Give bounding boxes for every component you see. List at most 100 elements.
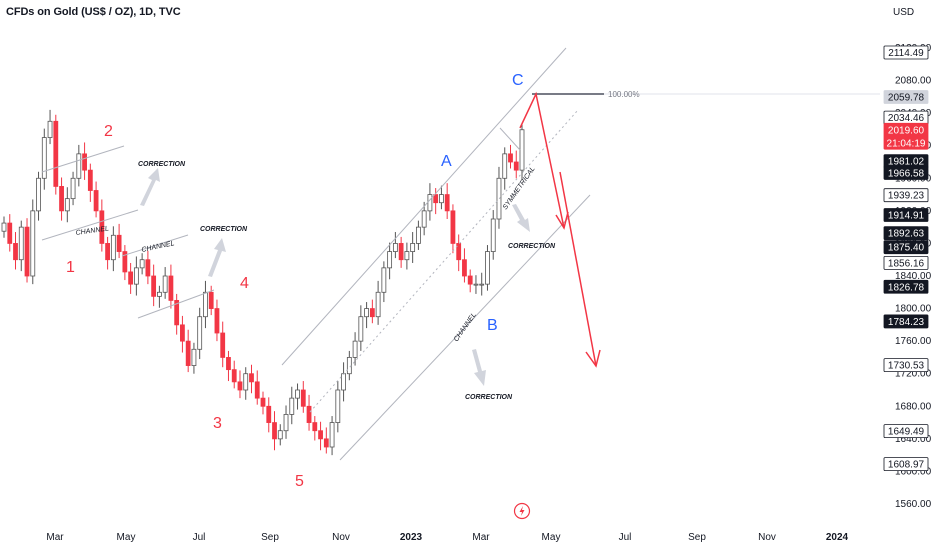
price-tag (883, 166, 929, 180)
price-tag (883, 208, 929, 222)
candle-body (335, 389, 341, 423)
y-tick-label: 1600.00 (895, 466, 932, 477)
candle-body (151, 275, 157, 297)
candle-body (404, 251, 410, 261)
candle-body (24, 226, 30, 277)
candle-body (30, 210, 36, 277)
candle-body (174, 300, 180, 326)
candle-body (133, 267, 139, 285)
correction-arrow (208, 238, 226, 277)
candle-body (249, 373, 254, 383)
candle-body (99, 210, 105, 244)
wave-label-4: 4 (240, 275, 249, 292)
y-tick-label: 2080.00 (895, 76, 932, 87)
wave-label-2: 2 (104, 123, 113, 140)
candle-body (421, 210, 427, 228)
candle-body (410, 243, 416, 252)
price-tag (883, 90, 929, 104)
candle-body (36, 177, 41, 212)
correction-arrow (512, 204, 530, 232)
channel-note-3: CHANNEL (453, 312, 478, 344)
candle-body (59, 186, 64, 212)
candle-body (479, 283, 485, 286)
price-tag (883, 188, 929, 203)
candle-body (76, 153, 82, 179)
price-tag-label: 1730.53 (888, 361, 925, 372)
candle-body (272, 422, 277, 440)
candle-body (490, 218, 496, 252)
candle-body (7, 222, 13, 244)
candle-body (53, 120, 59, 187)
abc-label-c: C (512, 72, 524, 89)
candle-body (214, 308, 220, 334)
channel-line (137, 289, 215, 319)
candle-body (226, 357, 231, 371)
correction-arrow (140, 168, 160, 206)
correction-note-2: CORRECTION (200, 226, 248, 233)
candle-body (64, 198, 70, 212)
currency-label: USD (893, 7, 915, 18)
x-tick-label: Nov (332, 532, 350, 543)
candle-body (358, 316, 364, 342)
candle-body (260, 397, 266, 407)
candle-body (70, 177, 76, 200)
abc-label-a: A (441, 153, 452, 170)
annotation-labels: 1 2 3 4 5 A B C CHANNEL CHANNEL CORRECTI… (66, 72, 556, 490)
x-tick-label: May (542, 532, 561, 543)
price-tag-label: 1649.49 (888, 427, 925, 438)
red-long-arrow (559, 171, 597, 367)
drawings: 100.00% (41, 47, 880, 461)
candle-body (41, 137, 47, 179)
candle-body (346, 357, 352, 375)
y-tick-label: 1760.00 (895, 336, 932, 347)
chart-title: CFDs on Gold (US$ / OZ), 1D, TVC (6, 6, 181, 18)
correction-arrow (472, 349, 486, 386)
price-tag-label: 1939.23 (888, 191, 925, 202)
symmetrical-line (499, 127, 521, 151)
channel-line (281, 47, 567, 366)
x-tick-label: 2024 (826, 532, 849, 543)
price-tag (883, 226, 929, 241)
candle-body (439, 194, 444, 204)
channel-line (41, 209, 139, 241)
price-tag-label: 1784.23 (888, 317, 925, 328)
abc-label-b: B (487, 317, 498, 334)
price-tag-label: 2059.78 (888, 93, 925, 104)
price-tag-label: 1875.40 (888, 243, 925, 254)
x-tick-label: Mar (46, 532, 64, 543)
candle-body (208, 291, 214, 309)
price-tag (883, 255, 929, 270)
candle-body (1, 222, 7, 232)
price-tag-label: 2019.60 (888, 125, 925, 136)
price-tag (883, 314, 929, 329)
candle-body (237, 381, 243, 391)
candle-body (105, 243, 110, 261)
candle-body (185, 340, 191, 366)
candle-body (398, 243, 404, 261)
channel-line (339, 194, 591, 461)
x-tick-label: Mar (472, 532, 490, 543)
wave-label-5: 5 (295, 473, 304, 490)
candle-body (306, 405, 312, 423)
candle-body (197, 316, 203, 350)
candle-body (318, 430, 323, 440)
price-tag-label: 1608.97 (888, 460, 925, 471)
tradingview-replay-icon[interactable] (513, 502, 531, 520)
candle-body (369, 308, 375, 318)
candle-body (220, 332, 226, 358)
candle-body (82, 153, 87, 171)
candle-body (329, 422, 335, 448)
fib-100-label: 100.00% (608, 90, 640, 99)
candle-body (450, 210, 456, 244)
price-tag (883, 45, 929, 60)
candle-body (444, 194, 450, 212)
price-tag (883, 424, 929, 439)
candle-body (364, 308, 370, 318)
candle-body (18, 226, 24, 261)
candle-body (462, 259, 467, 277)
candle-body (519, 129, 525, 171)
y-tick-label: 1560.00 (895, 499, 932, 510)
candle-body (277, 430, 283, 440)
